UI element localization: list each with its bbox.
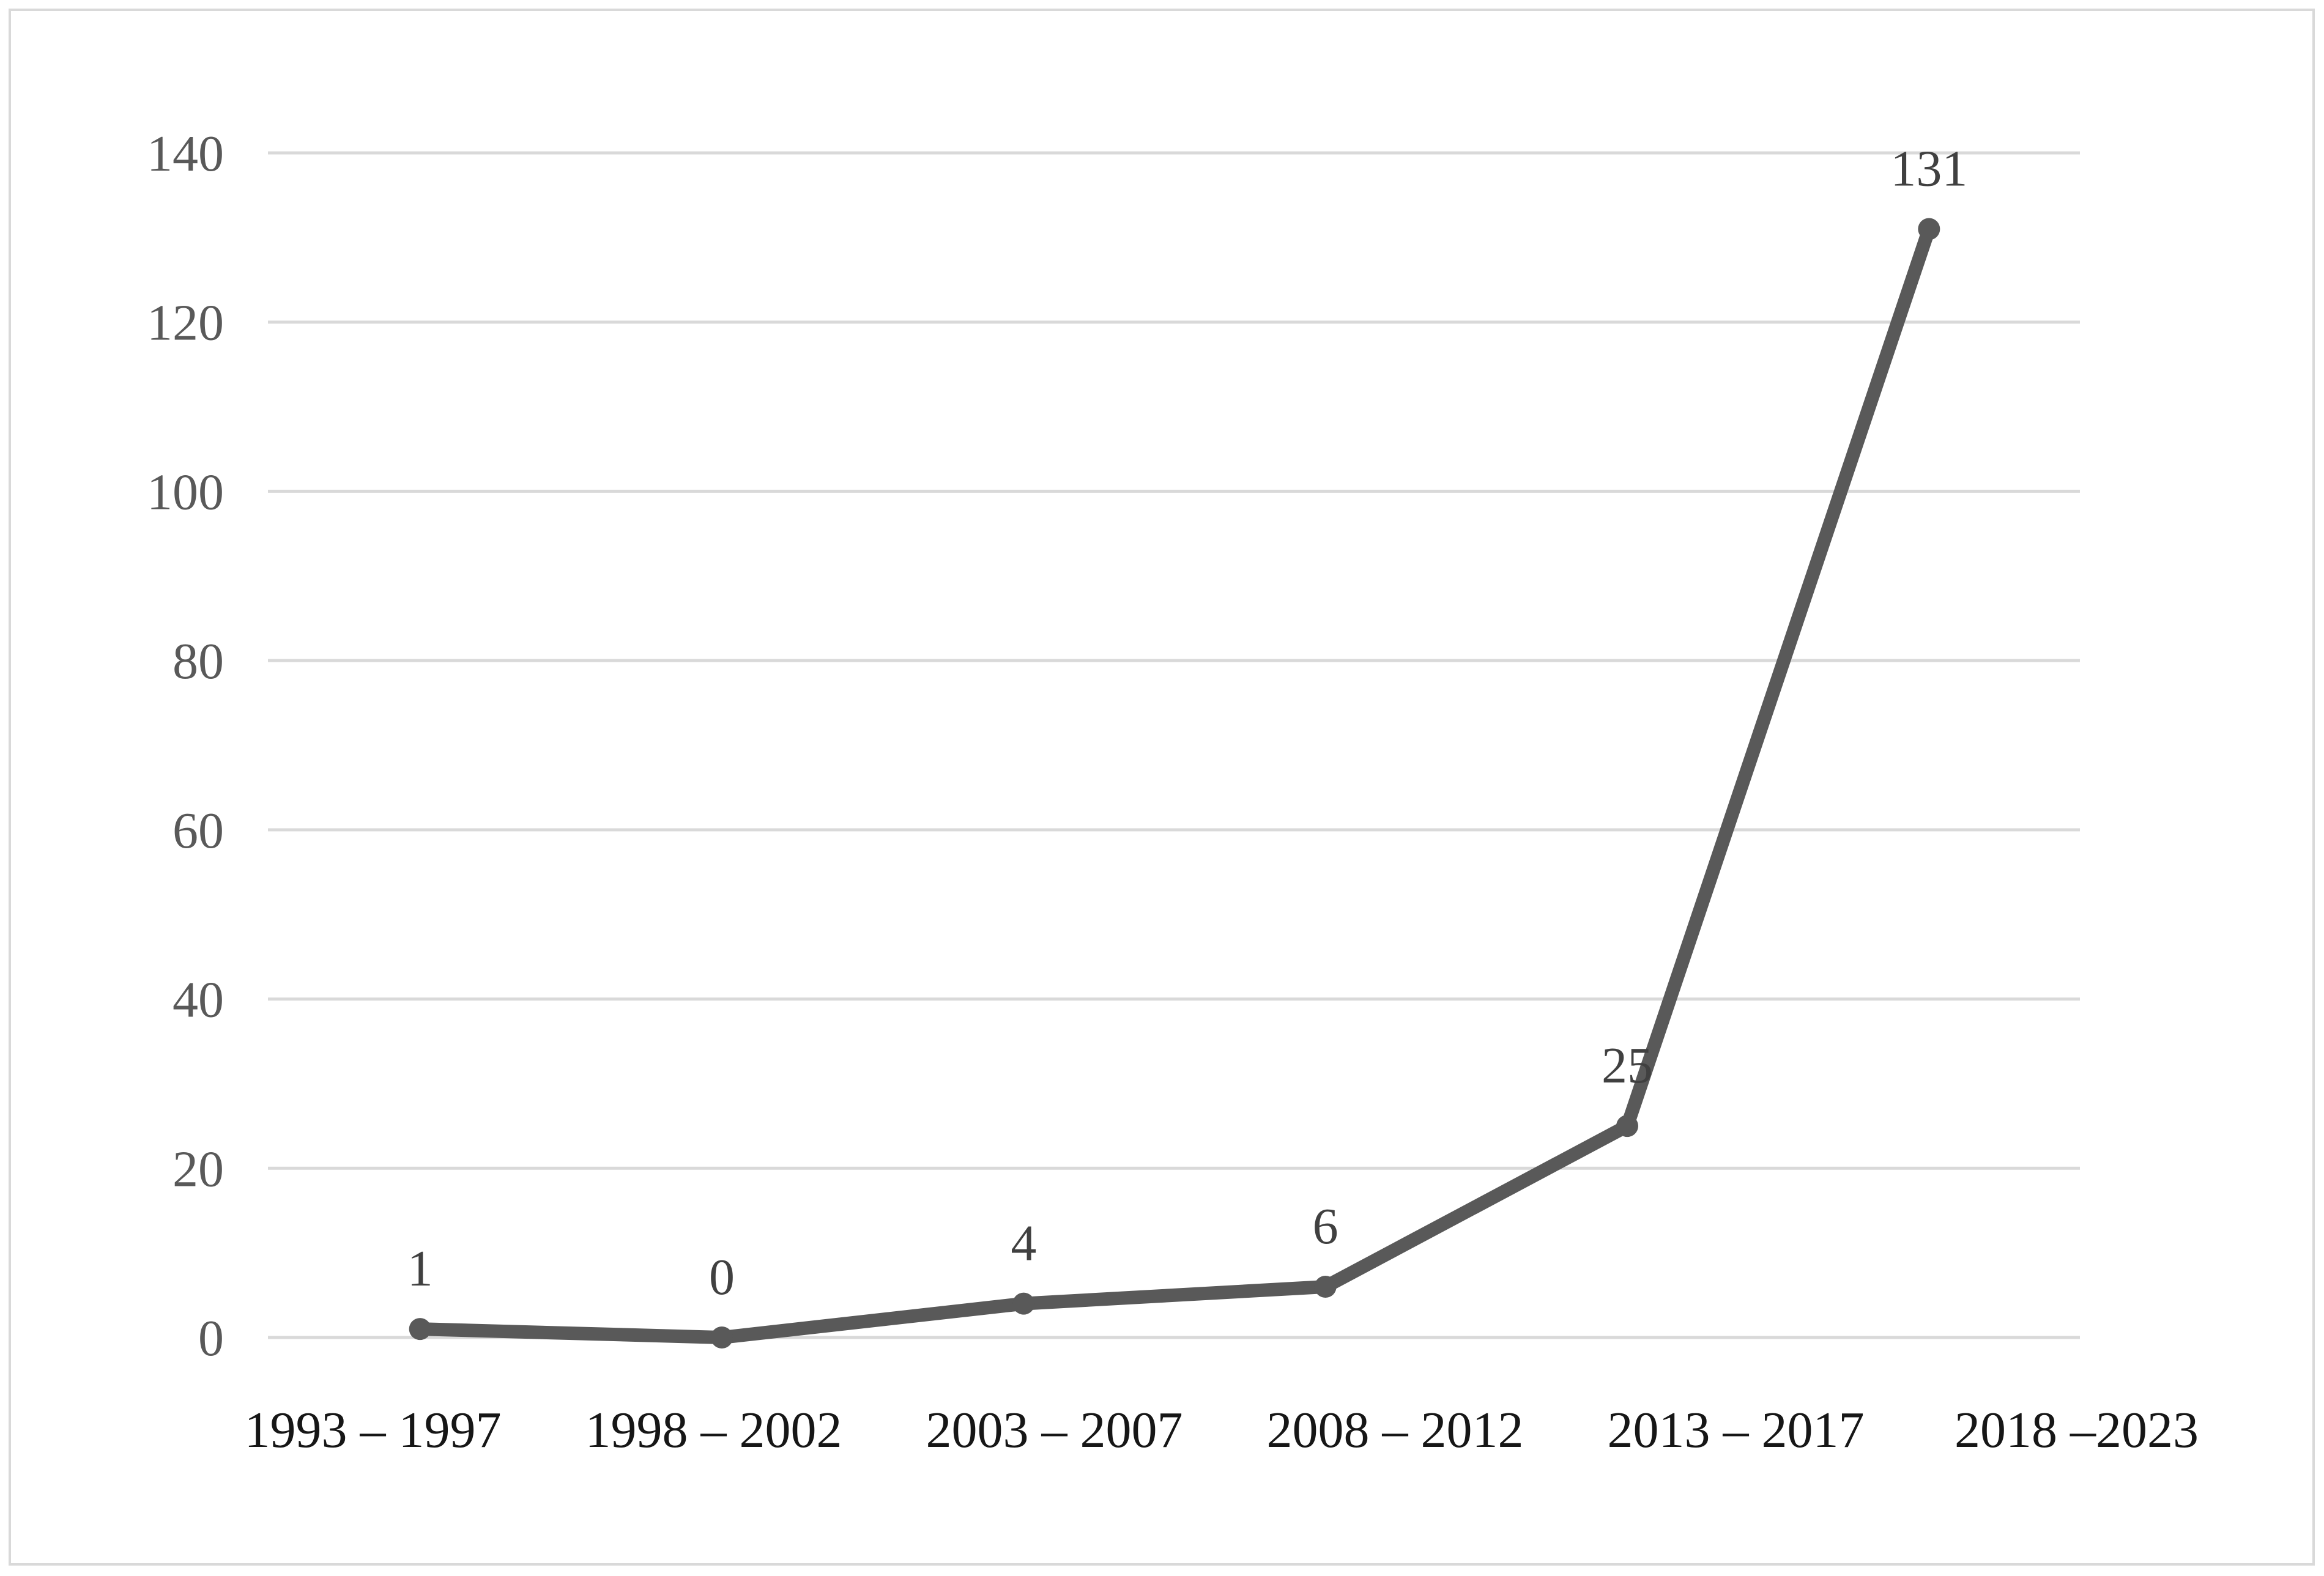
y-tick-label: 0 xyxy=(198,1310,224,1367)
y-tick-label: 140 xyxy=(147,125,224,182)
data-label: 1 xyxy=(407,1240,433,1297)
y-tick-label: 100 xyxy=(147,464,224,520)
data-label: 6 xyxy=(1313,1198,1338,1255)
gridlines xyxy=(268,151,2080,1339)
y-tick-label: 40 xyxy=(173,972,224,1029)
x-axis-labels: 1993 – 1997 1998 – 2002 2003 – 2007 2008 – … xyxy=(245,1402,2199,1459)
data-label: 131 xyxy=(1890,141,1967,198)
data-series xyxy=(409,218,1940,1348)
x-category-label: 2018 –2023 xyxy=(1955,1402,2199,1459)
figure-border xyxy=(9,9,2315,1566)
y-tick-label: 60 xyxy=(173,802,224,859)
x-category-label: 2008 – 2012 xyxy=(1267,1402,1524,1459)
data-point-marker xyxy=(1012,1292,1035,1315)
x-category-label: 1993 – 1997 xyxy=(245,1402,502,1459)
data-point-marker xyxy=(1314,1275,1337,1298)
data-point-marker xyxy=(711,1326,733,1348)
data-label: 4 xyxy=(1011,1215,1036,1272)
x-category-label: 2003 – 2007 xyxy=(926,1402,1183,1459)
data-point-marker xyxy=(1918,218,1940,240)
y-axis-labels: 0 20 40 60 80 100 120 140 xyxy=(147,125,224,1367)
data-label: 0 xyxy=(709,1249,735,1306)
data-point-marker xyxy=(409,1318,431,1341)
y-tick-label: 120 xyxy=(147,295,224,352)
series-line xyxy=(413,222,1936,1344)
y-tick-label: 80 xyxy=(173,633,224,690)
data-point-marker xyxy=(1616,1115,1638,1138)
x-category-label: 1998 – 2002 xyxy=(585,1402,842,1459)
y-tick-label: 20 xyxy=(173,1141,224,1197)
data-label: 25 xyxy=(1602,1037,1653,1094)
data-labels: 1 0 4 6 25 131 xyxy=(407,141,1968,1306)
x-category-label: 2013 – 2017 xyxy=(1608,1402,1865,1459)
